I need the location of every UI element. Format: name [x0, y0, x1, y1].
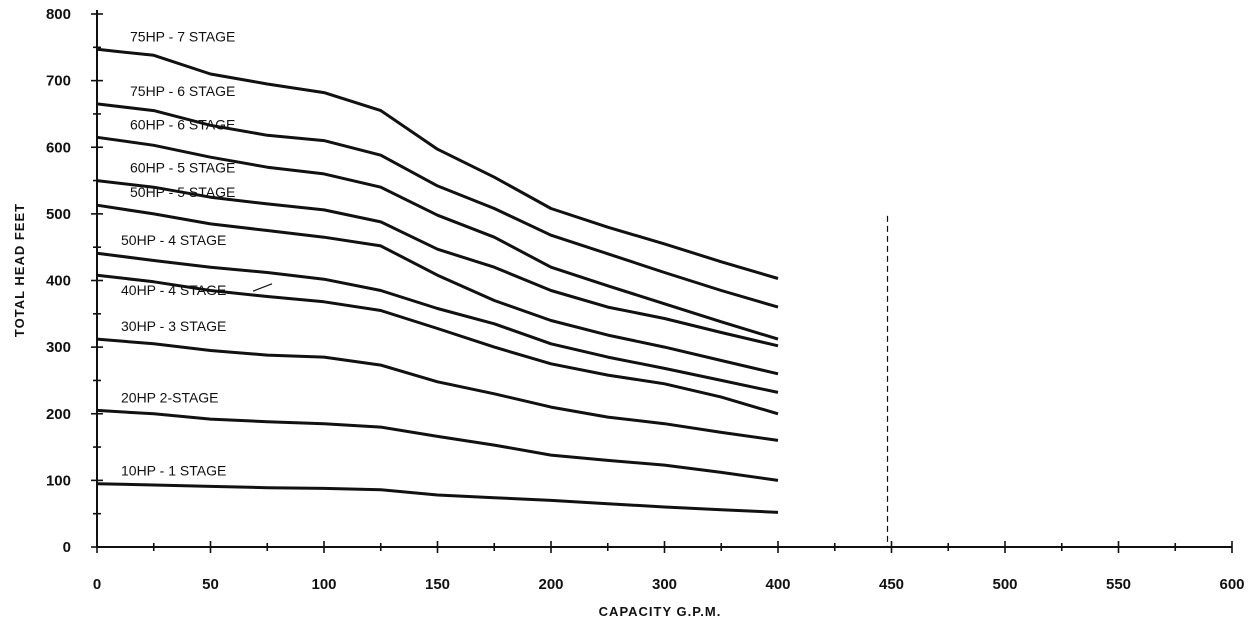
curve-label: 60HP - 6 STAGE [130, 116, 235, 132]
x-tick-label: 150 [425, 576, 450, 593]
x-tick-label: 300 [652, 576, 677, 593]
curve-30hp-3-stage [96, 337, 779, 442]
curve-50hp-5-stage [96, 203, 779, 376]
curve-10hp-1-stage [96, 482, 779, 514]
curve-label: 10HP - 1 STAGE [121, 463, 226, 479]
curve-label: 60HP - 5 STAGE [130, 160, 235, 176]
curve-label: 50HP - 4 STAGE [121, 232, 226, 248]
curve-50hp-4-stage [96, 251, 779, 394]
curve-labels: 75HP - 7 STAGE 75HP - 6 STAGE 60HP - 6 STA… [121, 28, 273, 479]
y-tick-label: 300 [46, 339, 71, 356]
curve-60hp-6-stage [96, 135, 779, 341]
x-axis-title: CAPACITY G.P.M. [599, 604, 722, 619]
y-tick-label: 500 [46, 206, 71, 223]
axes: 0 100 200 300 400 500 600 700 800 0 50 100 150 200 300… [46, 6, 1245, 593]
x-tick-label: 0 [93, 576, 101, 593]
x-tick-label: 600 [1219, 576, 1244, 593]
y-axis-title: TOTAL HEAD FEET [12, 203, 27, 337]
x-tick-label: 400 [765, 576, 790, 593]
y-tick-label: 700 [46, 73, 71, 90]
y-tick-label: 0 [63, 539, 71, 556]
y-tick-label: 600 [46, 139, 71, 156]
curve-75hp-7-stage [96, 47, 779, 280]
x-tick-label: 100 [311, 576, 336, 593]
y-tick-label: 100 [46, 472, 71, 489]
curve-75hp-6-stage [96, 102, 779, 309]
curve-label: 75HP - 7 STAGE [130, 28, 235, 44]
curve-label: 50HP - 5 STAGE [130, 184, 235, 200]
curve-label: 75HP - 6 STAGE [130, 83, 235, 99]
curves [96, 47, 779, 514]
x-tick-label: 450 [879, 576, 904, 593]
y-tick-label: 400 [46, 273, 71, 290]
y-tick-label: 800 [46, 6, 71, 23]
curve-label: 40HP - 4 STAGE [121, 282, 226, 298]
curve-40hp-4-stage [96, 273, 779, 416]
curve-20hp-2-stage [96, 408, 779, 482]
curve-60hp-5-stage [96, 179, 779, 348]
y-tick-label: 200 [46, 406, 71, 423]
x-tick-label: 550 [1106, 576, 1131, 593]
x-tick-label: 200 [538, 576, 563, 593]
label-leader [252, 283, 273, 292]
x-tick-label: 50 [202, 576, 219, 593]
x-tick-label: 500 [992, 576, 1017, 593]
curve-label: 30HP - 3 STAGE [121, 318, 226, 334]
curve-label: 20HP 2-STAGE [121, 389, 219, 405]
